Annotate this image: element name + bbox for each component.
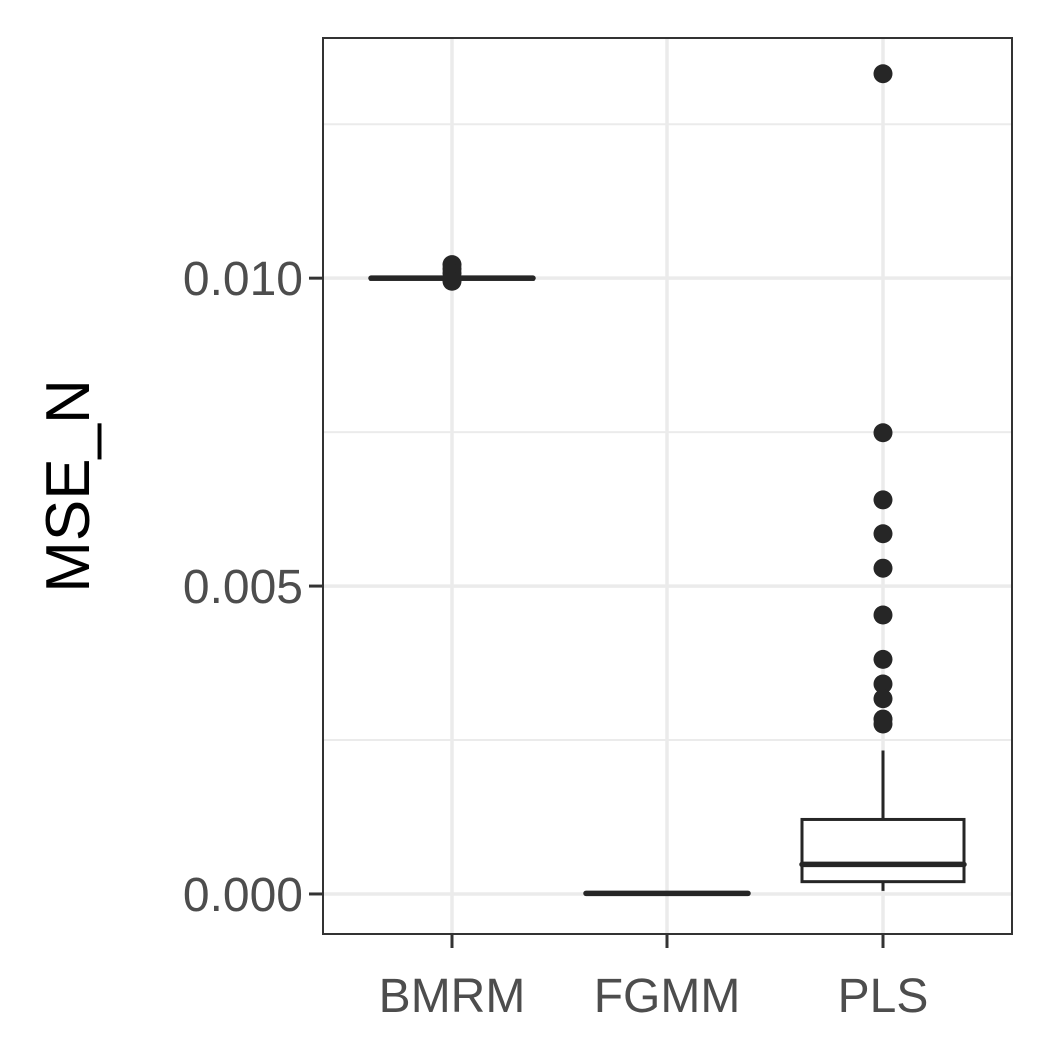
outlier-point: [873, 605, 893, 625]
outlier-point: [873, 674, 893, 694]
box-plots: [368, 64, 967, 897]
outlier-point: [873, 490, 893, 510]
outlier-point: [873, 649, 893, 669]
y-tick-label: 0.005: [183, 561, 303, 614]
y-axis-title: MSE_N: [34, 379, 103, 593]
outlier-point: [873, 558, 893, 578]
outlier-point: [873, 64, 893, 84]
outlier-point: [873, 714, 893, 734]
x-tick-label: BMRM: [379, 970, 526, 1023]
box-iqr: [800, 817, 966, 884]
x-tick-label: FGMM: [594, 970, 741, 1023]
y-tick-label: 0.000: [183, 869, 303, 922]
outlier-point: [873, 689, 893, 709]
outlier-point: [873, 524, 893, 544]
outlier-point: [442, 271, 462, 291]
y-tick-label: 0.010: [183, 253, 303, 306]
x-tick-label: PLS: [838, 970, 929, 1023]
outlier-point: [873, 423, 893, 443]
axes: 0.000 0.005 0.010 BMRM FGMM PLS: [183, 253, 928, 1023]
